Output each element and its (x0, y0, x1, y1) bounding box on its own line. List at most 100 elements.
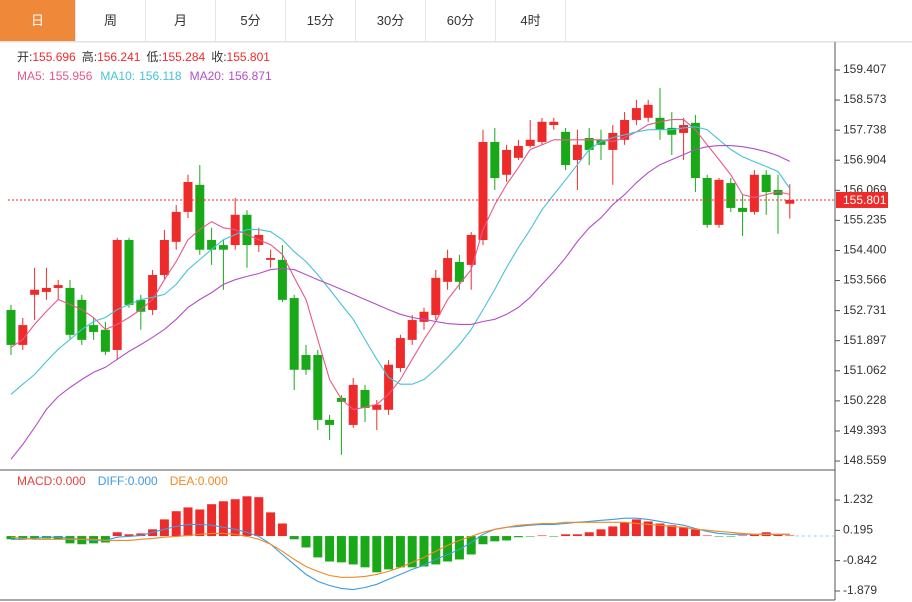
ma-legend-name: MA10: (100, 69, 135, 83)
candle-body (513, 145, 523, 158)
candle-body (100, 329, 110, 352)
candle-body (301, 355, 311, 370)
macd-bar (195, 509, 205, 537)
period-tab[interactable]: 月 (146, 0, 216, 41)
macd-bar (726, 536, 736, 537)
macd-bar (395, 536, 405, 568)
candle-body (171, 211, 181, 242)
macd-bar (301, 536, 311, 548)
candle-body (726, 183, 736, 208)
ohlc-info-name: 低: (146, 50, 161, 64)
candle-body (549, 121, 559, 126)
macd-bar (30, 536, 40, 539)
candle-body (6, 309, 16, 345)
candle-body (89, 325, 99, 332)
macd-bar (277, 523, 287, 537)
candle-body (478, 141, 488, 241)
macd-bar (679, 527, 689, 537)
candle-body (218, 245, 228, 250)
ma-legend-name: MA20: (190, 69, 225, 83)
macd-bar (714, 536, 724, 537)
candle-body (655, 117, 665, 130)
macd-bar (336, 536, 346, 563)
candle-body (738, 207, 748, 212)
ma-legend-value: 156.118 (139, 69, 182, 83)
y-tick-label: 156.904 (843, 152, 887, 166)
candle-body (631, 108, 641, 120)
y-tick-label: 155.235 (843, 213, 887, 227)
period-tab[interactable]: 5分 (216, 0, 286, 41)
candle-body (112, 240, 122, 350)
y-tick-label: -1.879 (843, 583, 877, 597)
macd-bar (100, 536, 110, 543)
macd-bar (183, 507, 193, 537)
period-tab[interactable]: 60分 (426, 0, 496, 41)
macd-legend-name: DEA: (170, 474, 198, 488)
candle-body (419, 311, 429, 322)
candle-body (525, 139, 535, 146)
candle-body (596, 139, 606, 145)
macd-bar (525, 536, 535, 537)
candle-body (77, 299, 87, 340)
candle-body (679, 125, 689, 133)
candle-body (360, 389, 370, 408)
candle-body (395, 338, 405, 368)
macd-bar (454, 536, 464, 560)
macd-bar (785, 535, 795, 537)
macd-bar (159, 519, 169, 537)
ma-legend-value: 155.956 (49, 69, 93, 83)
macd-bar (643, 521, 653, 537)
candle-body (183, 181, 193, 212)
ohlc-info: 开:155.696 高:156.241 低:155.284 收:155.801 (17, 49, 270, 64)
ohlc-info-value: 155.801 (227, 50, 271, 64)
y-tick-label: 157.738 (843, 122, 887, 136)
candle-body (490, 141, 500, 179)
candle-body (466, 234, 476, 265)
y-tick-label: -0.842 (843, 553, 877, 567)
candle-body (289, 298, 299, 370)
macd-bar (596, 529, 606, 537)
ma-line (10, 145, 791, 460)
macd-bar (242, 496, 252, 537)
macd-bar (124, 534, 134, 537)
macd-bar (325, 536, 335, 562)
macd-bar (490, 536, 500, 542)
period-tab[interactable]: 日 (0, 0, 76, 41)
period-tab[interactable]: 15分 (286, 0, 356, 41)
macd-line (10, 521, 790, 578)
candle-body (372, 404, 382, 410)
candle-body (561, 131, 571, 166)
macd-bar (667, 525, 677, 537)
ma-legend-name: MA5: (17, 69, 45, 83)
macd-legend-value: 0.000 (128, 474, 158, 488)
candle-body (195, 184, 205, 250)
macd-legend-name: MACD: (17, 474, 56, 488)
period-tab[interactable]: 周 (76, 0, 146, 41)
period-tab[interactable]: 30分 (356, 0, 426, 41)
ohlc-info-value: 155.696 (32, 50, 76, 64)
candle-body (572, 144, 582, 160)
macd-bar (502, 536, 512, 541)
macd-bar (478, 536, 488, 545)
candle-body (773, 189, 783, 195)
last-price-label: 155.801 (843, 193, 887, 207)
candle-body (502, 149, 512, 175)
macd-bar (631, 519, 641, 537)
macd-bar (466, 536, 476, 555)
period-tab[interactable]: 4时 (496, 0, 566, 41)
candle-body (148, 274, 158, 310)
candle-body (443, 258, 453, 282)
y-tick-label: 151.062 (843, 363, 887, 377)
macd-bar (549, 536, 559, 537)
y-tick-label: 149.393 (843, 423, 887, 437)
macd-bar (690, 529, 700, 537)
y-tick-label: 150.228 (843, 393, 887, 407)
macd-bar (431, 536, 441, 565)
ma-line (10, 126, 791, 395)
candle-body (207, 240, 217, 250)
macd-bar (171, 511, 181, 537)
y-tick-label: 148.559 (843, 453, 887, 467)
candle-body (18, 325, 28, 345)
